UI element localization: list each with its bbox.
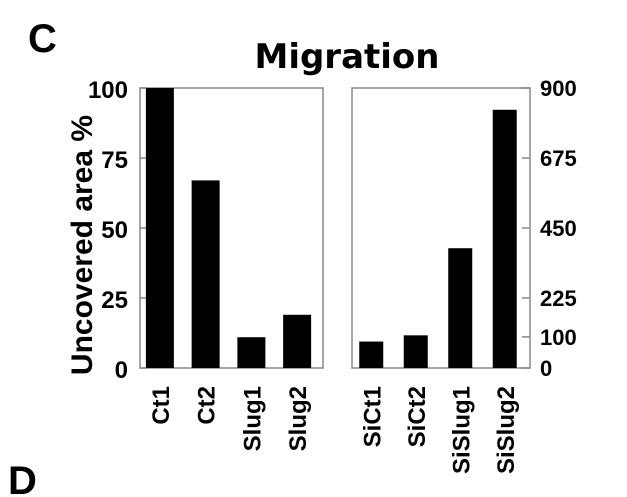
bar-sict1 [359, 341, 384, 368]
bar-sislug2 [492, 109, 517, 369]
bar-slug2 [283, 314, 312, 368]
y-tick-label-left: 75 [101, 147, 128, 174]
y-tick-label-right: 0 [540, 356, 552, 381]
y-tick-label-left: 0 [115, 357, 128, 384]
panel-letter-c: C [28, 17, 57, 61]
bar-slug1 [237, 337, 266, 368]
category-label-ct1: Ct1 [148, 386, 175, 425]
category-label-slug2: Slug2 [285, 386, 312, 451]
panel-letter-d: D [8, 459, 37, 497]
category-label-sict2: SiCt2 [404, 386, 431, 447]
y-tick-label-right: 900 [540, 76, 577, 101]
y-axis-label: Uncovered area % [66, 115, 99, 375]
y-tick-label-left: 50 [101, 217, 128, 244]
chart-title: Migration [254, 37, 439, 77]
bar-ct1 [145, 88, 174, 368]
bar-ct2 [191, 180, 220, 368]
y-tick-label-left: 100 [88, 77, 128, 104]
category-label-sict1: SiCt1 [359, 386, 386, 447]
y-tick-label-right: 675 [540, 146, 577, 171]
bar-sislug1 [448, 248, 473, 368]
category-label-slug1: Slug1 [239, 386, 266, 451]
y-tick-label-right: 100 [540, 325, 577, 350]
bar-sict2 [403, 335, 428, 368]
y-tick-label-right: 450 [540, 216, 577, 241]
y-tick-label-right: 225 [540, 286, 577, 311]
y-tick-label-left: 25 [101, 287, 128, 314]
category-label-ct2: Ct2 [194, 386, 221, 425]
category-label-sislug2: SiSlug2 [493, 386, 520, 474]
category-label-sislug1: SiSlug1 [448, 386, 475, 474]
